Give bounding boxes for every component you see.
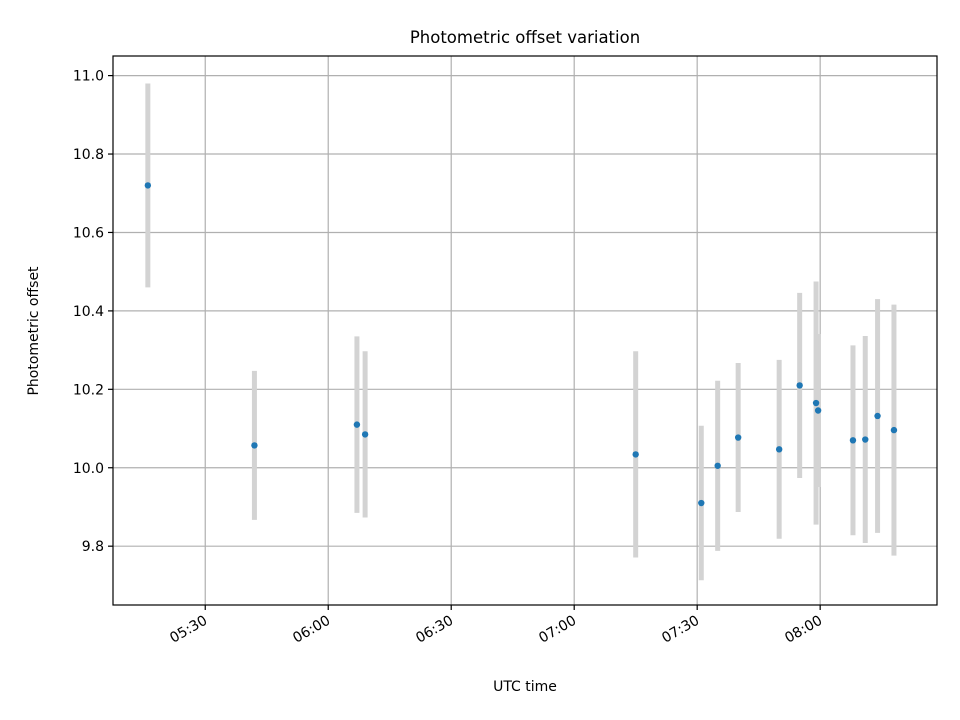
data-points bbox=[144, 182, 898, 507]
data-point bbox=[874, 412, 881, 420]
grid-lines bbox=[113, 56, 937, 605]
x-tick-label: 07:30 bbox=[659, 613, 702, 647]
chart-title: Photometric offset variation bbox=[410, 28, 640, 47]
x-axis-label: UTC time bbox=[493, 679, 557, 695]
x-tick-label: 07:00 bbox=[536, 613, 579, 647]
x-tick-label: 06:00 bbox=[290, 613, 333, 647]
x-tick-label: 08:00 bbox=[782, 613, 825, 647]
data-point bbox=[632, 451, 639, 458]
error-bars bbox=[145, 83, 897, 581]
y-tick-label: 10.6 bbox=[73, 225, 104, 241]
data-point bbox=[144, 182, 152, 189]
y-tick-label: 10.0 bbox=[73, 461, 104, 477]
data-point bbox=[714, 462, 721, 469]
plot-frame bbox=[112, 55, 938, 606]
y-tick-label: 9.8 bbox=[82, 539, 104, 555]
y-tick-label: 11.0 bbox=[73, 69, 104, 85]
data-point bbox=[361, 431, 369, 438]
y-tick-label: 10.8 bbox=[73, 147, 104, 163]
data-point bbox=[734, 434, 742, 441]
data-point bbox=[796, 382, 803, 389]
data-point bbox=[698, 499, 705, 507]
x-tick-label: 05:30 bbox=[167, 613, 210, 647]
data-point bbox=[849, 437, 857, 444]
y-tick-labels: 9.8 10.0 10.2 10.4 10.6 10.8 11.0 bbox=[73, 69, 104, 556]
x-tick-label: 06:30 bbox=[413, 613, 456, 647]
data-point bbox=[775, 446, 783, 453]
axis-ticks bbox=[108, 75, 821, 610]
x-tick-labels: 05:30 06:00 06:30 07:00 07:30 08:00 bbox=[167, 613, 825, 647]
data-point bbox=[862, 436, 869, 443]
y-axis-label: Photometric offset bbox=[26, 266, 42, 396]
data-point bbox=[353, 421, 361, 428]
data-point bbox=[812, 399, 820, 407]
y-tick-label: 10.4 bbox=[73, 304, 104, 320]
data-point bbox=[251, 442, 258, 449]
data-point bbox=[814, 407, 822, 414]
data-point bbox=[890, 426, 898, 434]
y-tick-label: 10.2 bbox=[73, 382, 104, 398]
